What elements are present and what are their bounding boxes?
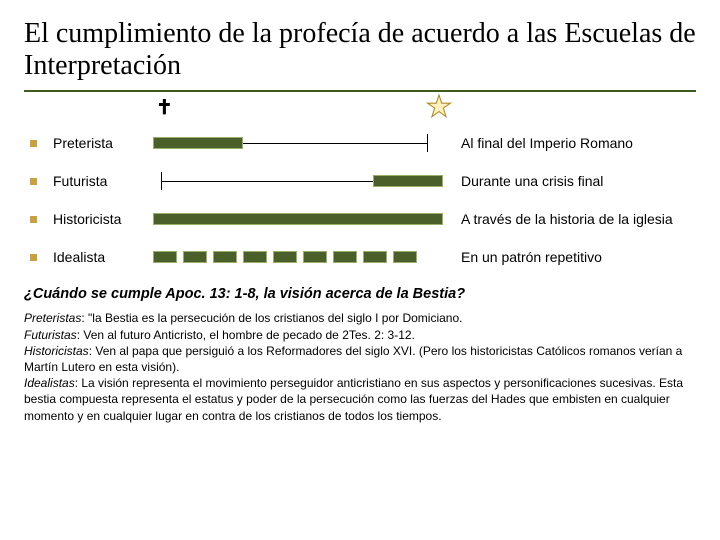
star-icon (426, 94, 452, 125)
page-title: El cumplimiento de la profecía de acuerd… (24, 18, 696, 92)
bullet-icon (30, 178, 37, 185)
school-row-historicista: Historicista A través de la historia de … (24, 200, 696, 238)
timeline-futurista (153, 170, 443, 192)
bullet-icon (30, 216, 37, 223)
school-desc: A través de la historia de la iglesia (461, 211, 696, 227)
explain-historicistas: Historicistas: Ven al papa que persiguió… (24, 343, 696, 375)
symbols-row: ✝ (24, 96, 696, 122)
timeline-idealista (153, 246, 443, 268)
school-desc: En un patrón repetitivo (461, 249, 696, 265)
school-row-preterista: Preterista Al final del Imperio Romano (24, 124, 696, 162)
explain-preteristas: Preteristas: "la Bestia es la persecució… (24, 310, 696, 326)
bullet-icon (30, 140, 37, 147)
school-row-idealista: Idealista En un patrón repetitivo (24, 238, 696, 276)
cross-icon: ✝ (156, 98, 173, 118)
explain-futuristas: Futuristas: Ven al futuro Anticristo, el… (24, 327, 696, 343)
bullet-icon (30, 254, 37, 261)
timeline-historicista (153, 208, 443, 230)
segment-group (153, 251, 417, 263)
school-label: Idealista (53, 249, 153, 265)
question-heading: ¿Cuándo se cumple Apoc. 13: 1-8, la visi… (24, 286, 696, 302)
school-label: Historicista (53, 211, 153, 227)
school-label: Futurista (53, 173, 153, 189)
explain-idealistas: Idealistas: La visión representa el movi… (24, 375, 696, 424)
explanations: Preteristas: "la Bestia es la persecució… (24, 310, 696, 423)
school-label: Preterista (53, 135, 153, 151)
school-desc: Durante una crisis final (461, 173, 696, 189)
timeline-preterista (153, 132, 443, 154)
school-desc: Al final del Imperio Romano (461, 135, 696, 151)
schools-list: Preterista Al final del Imperio Romano F… (24, 124, 696, 276)
school-row-futurista: Futurista Durante una crisis final (24, 162, 696, 200)
